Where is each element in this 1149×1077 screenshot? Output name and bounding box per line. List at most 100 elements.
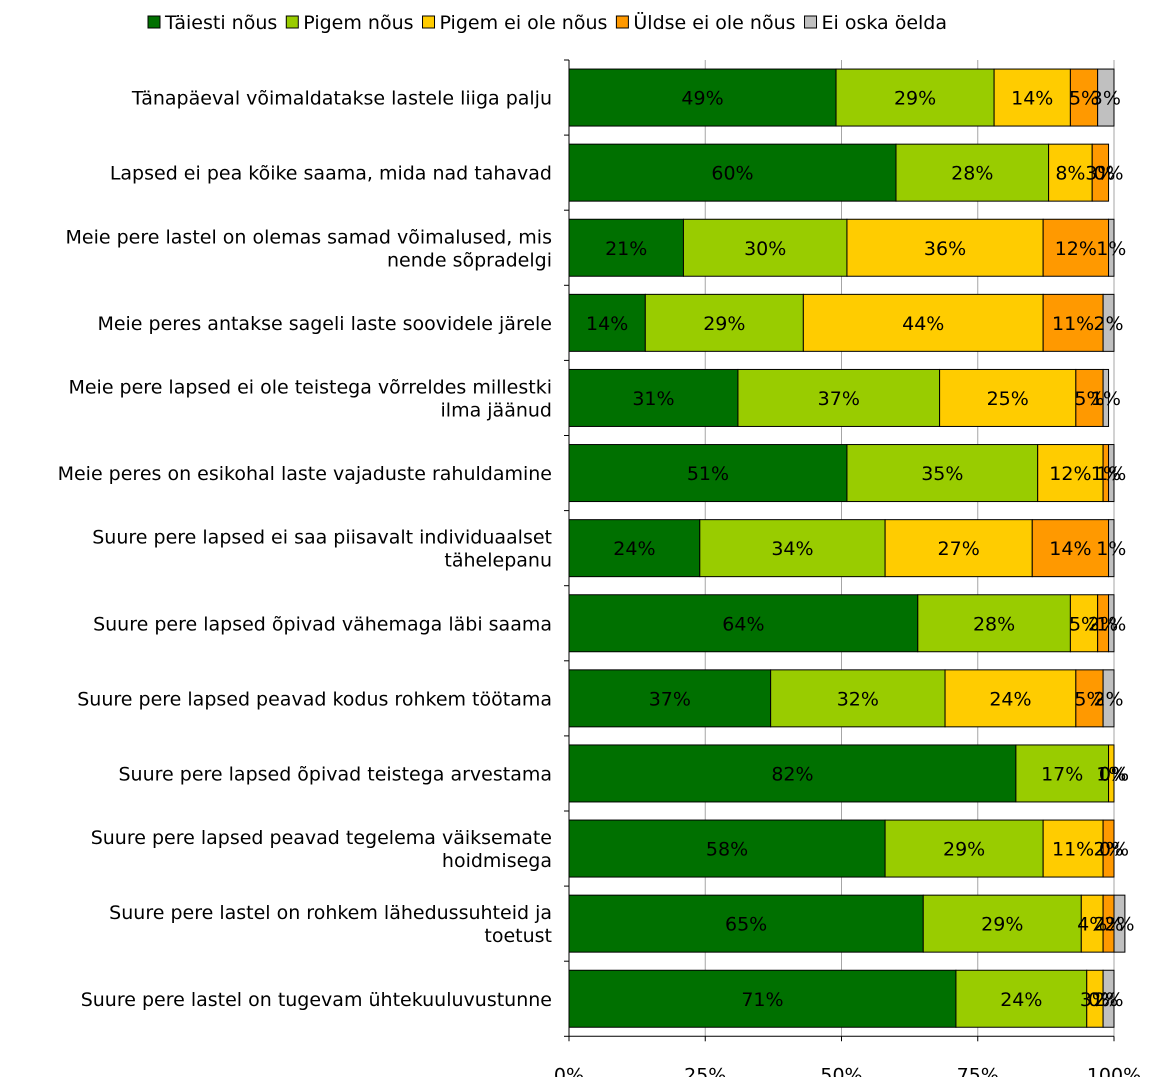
bar-segment [944, 669, 1077, 728]
bar-segment [1069, 594, 1099, 653]
data-label: 14% [586, 313, 628, 335]
data-label: 11% [1052, 839, 1094, 861]
bar-segment [737, 368, 941, 427]
bar-segment [1048, 143, 1093, 202]
data-label: 5% [1074, 388, 1104, 410]
data-label: 12% [1055, 238, 1097, 260]
bar-segment [1037, 444, 1104, 503]
data-label: 2% [1093, 914, 1123, 936]
data-label: 5% [1074, 688, 1104, 710]
data-label: 29% [703, 313, 745, 335]
data-label: 2% [1093, 688, 1123, 710]
bar-segment [1102, 819, 1115, 878]
bar-segment [1113, 894, 1126, 953]
legend-swatch [615, 15, 629, 29]
data-label: 24% [1000, 989, 1042, 1011]
data-label: 1% [1091, 388, 1121, 410]
data-label: 0% [1088, 989, 1118, 1011]
category-label: Suure pere lapsed ei saa piisavalt indiv… [92, 527, 552, 549]
bar-segment [922, 894, 1082, 953]
category-label: hoidmisega [442, 850, 552, 872]
data-label: 35% [921, 463, 963, 485]
bar-segment [568, 669, 772, 728]
bar-segment [846, 218, 1044, 277]
data-label: 29% [943, 839, 985, 861]
data-label: 5% [1069, 88, 1099, 110]
bar-segment [770, 669, 946, 728]
data-label: 25% [987, 388, 1029, 410]
legend-swatch [285, 15, 299, 29]
data-label: 14% [1049, 538, 1091, 560]
bar-segment [1108, 444, 1115, 503]
x-tick-label: 0% [554, 1064, 584, 1077]
x-tick-label: 25% [684, 1064, 726, 1077]
bar-segment [1031, 519, 1110, 578]
bar-segment [568, 444, 848, 503]
x-tick-label: 75% [957, 1064, 999, 1077]
data-label: 17% [1041, 763, 1083, 785]
data-labels: 49% 29% 14% 5%3%60% 28% 8% 3%0%21% 30% 36% 12% 1%1… [586, 88, 1134, 1011]
category-label: Suure pere lapsed õpivad teistega arvest… [119, 763, 553, 785]
bar-segment [1097, 68, 1115, 127]
category-label: Suure pere lastel on rohkem lähedussuhte… [109, 902, 552, 924]
bar-segment [939, 368, 1077, 427]
bar-segment [1108, 519, 1115, 578]
category-label: Suure pere lastel on tugevam ühtekuuluvu… [81, 989, 552, 1011]
category-label: toetust [484, 925, 552, 947]
data-label: 24% [989, 688, 1031, 710]
data-label: 21% [605, 238, 647, 260]
legend-label: Täiesti nõus [164, 12, 277, 34]
data-label: 1% [1096, 538, 1126, 560]
category-label: Meie pere lastel on olemas samad võimalu… [66, 226, 552, 248]
category-label: Tänapäeval võimaldatakse lastele liiga p… [131, 88, 552, 110]
bar-segment [682, 218, 848, 277]
bar-segment [1075, 368, 1104, 427]
legend-label: Pigem ei ole nõus [440, 12, 608, 34]
bar-segment [1102, 969, 1115, 1028]
data-label: 27% [938, 538, 980, 560]
data-label: 37% [818, 388, 860, 410]
bar-segment [1042, 819, 1104, 878]
data-label: 34% [771, 538, 813, 560]
data-label: 4% [1077, 914, 1107, 936]
data-label: 2% [1093, 989, 1123, 1011]
data-label: 5% [1069, 613, 1099, 635]
x-tick-labels: 0% 25% 50% 75% 100% [554, 1064, 1141, 1077]
legend-label: Üldse ei ole nõus [633, 11, 795, 34]
data-label: 82% [771, 763, 813, 785]
data-label: 36% [924, 238, 966, 260]
bar-segment [568, 68, 837, 127]
bar-segment [1015, 744, 1110, 803]
bar-segment [568, 969, 957, 1028]
data-label: 3% [1080, 989, 1110, 1011]
data-label: 29% [981, 914, 1023, 936]
bar-segment [1108, 594, 1115, 653]
bar-segment [1102, 669, 1115, 728]
category-label: Meie peres antakse sageli laste soovidel… [97, 313, 552, 335]
category-label: Suure pere lapsed peavad tegelema väikse… [91, 827, 552, 849]
bar-segment [1108, 218, 1115, 277]
category-label: Suure pere lapsed õpivad vähemaga läbi s… [93, 613, 552, 635]
data-label: 11% [1052, 313, 1094, 335]
data-label: 30% [744, 238, 786, 260]
category-label: ilma jäänud [441, 399, 552, 421]
data-label: 64% [722, 613, 764, 635]
category-label: Meie pere lapsed ei ole teistega võrreld… [68, 376, 552, 398]
data-label: 3% [1091, 88, 1121, 110]
data-label: 65% [725, 914, 767, 936]
bar-segment [917, 594, 1071, 653]
bar-segment [835, 68, 995, 127]
data-label: 24% [613, 538, 655, 560]
data-label: 51% [687, 463, 729, 485]
data-label: 12% [1049, 463, 1091, 485]
bar-segment [1091, 143, 1110, 202]
legend-swatch [422, 15, 436, 29]
category-label: tähelepanu [444, 550, 552, 572]
axes [564, 59, 1115, 1042]
bar-segment [568, 819, 886, 878]
data-label: 14% [1011, 88, 1053, 110]
x-tick-label: 100% [1087, 1064, 1141, 1077]
bar-segment [568, 519, 701, 578]
bar-segment [802, 293, 1044, 352]
bar-segment [884, 819, 1044, 878]
